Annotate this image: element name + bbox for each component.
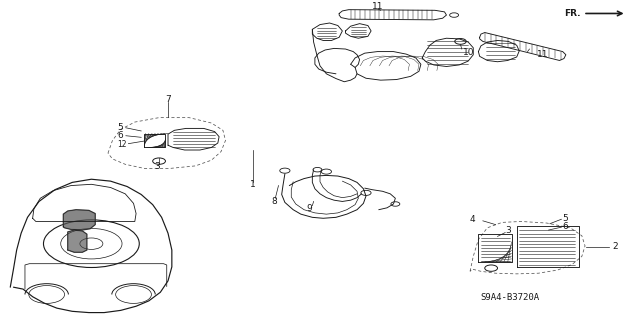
Polygon shape [68, 230, 87, 252]
Text: 6: 6 [563, 222, 568, 231]
Text: 11: 11 [537, 50, 548, 59]
Text: 4: 4 [469, 215, 475, 224]
Text: 11: 11 [372, 2, 383, 11]
Text: 3: 3 [154, 162, 160, 171]
Text: 8: 8 [271, 197, 277, 206]
Text: 5: 5 [563, 214, 568, 223]
Text: 1: 1 [250, 181, 256, 189]
Text: 10: 10 [463, 48, 474, 57]
Text: 9: 9 [307, 204, 312, 213]
Text: FR.: FR. [564, 9, 580, 18]
Polygon shape [63, 210, 95, 230]
Text: 2: 2 [612, 242, 618, 251]
Text: 3: 3 [506, 226, 511, 234]
Text: 5: 5 [117, 123, 123, 132]
Text: 6: 6 [117, 131, 123, 140]
Text: 12: 12 [117, 140, 127, 149]
Text: 7: 7 [165, 95, 171, 104]
Text: S9A4-B3720A: S9A4-B3720A [481, 293, 540, 302]
